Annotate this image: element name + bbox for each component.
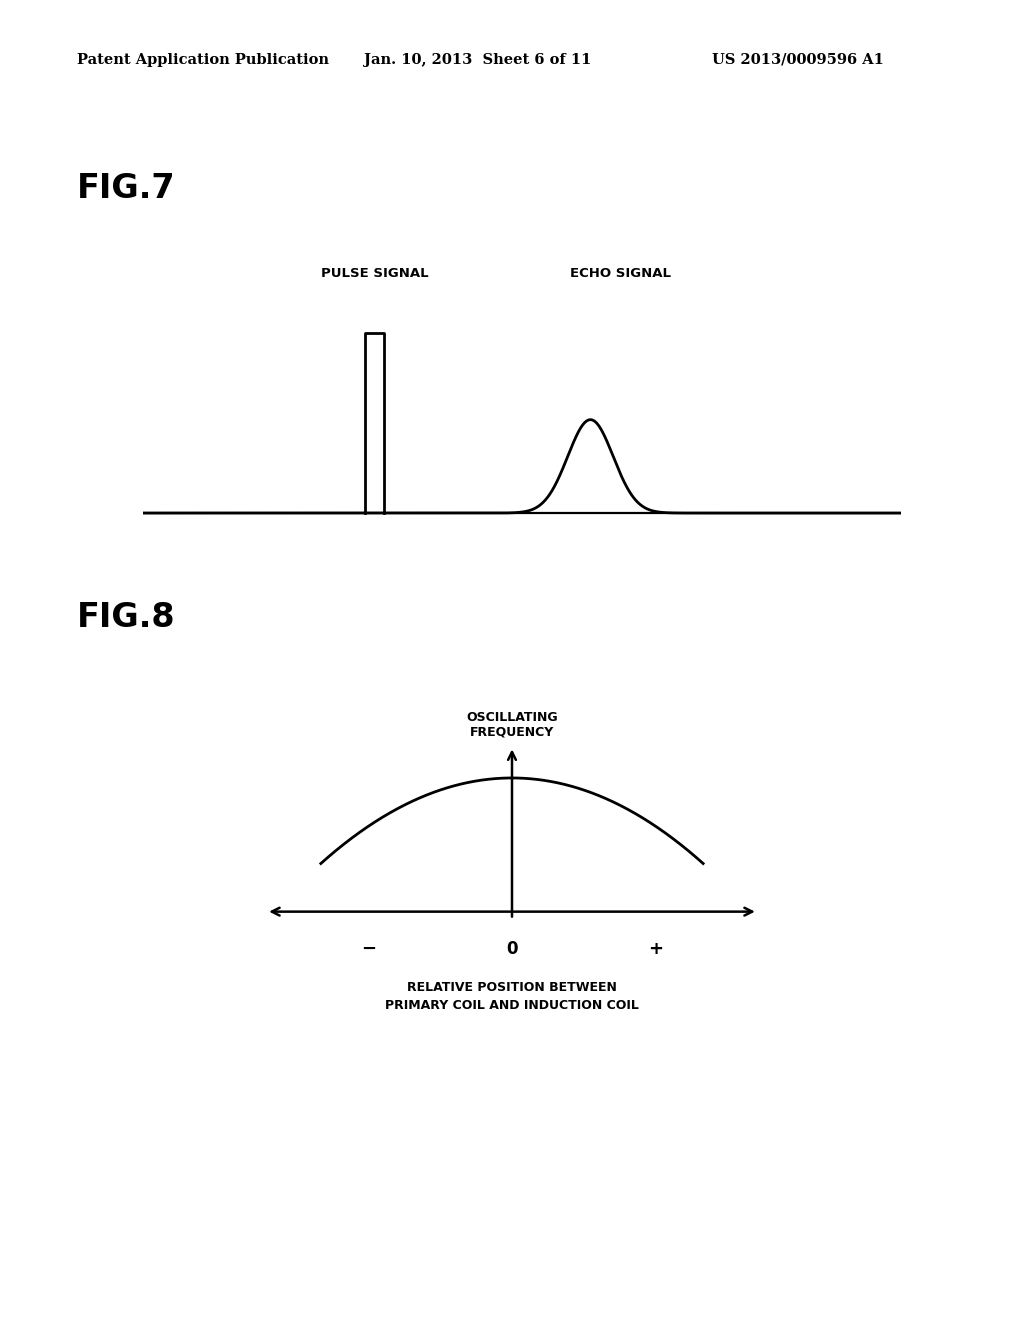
Text: RELATIVE POSITION BETWEEN
PRIMARY COIL AND INDUCTION COIL: RELATIVE POSITION BETWEEN PRIMARY COIL A… [385, 981, 639, 1012]
Text: Patent Application Publication: Patent Application Publication [77, 53, 329, 67]
Text: Jan. 10, 2013  Sheet 6 of 11: Jan. 10, 2013 Sheet 6 of 11 [364, 53, 591, 67]
Text: ECHO SIGNAL: ECHO SIGNAL [570, 267, 672, 280]
Text: −: − [361, 940, 376, 958]
Text: FIG.7: FIG.7 [77, 172, 175, 205]
Text: 0: 0 [506, 940, 518, 958]
Text: OSCILLATING
FREQUENCY: OSCILLATING FREQUENCY [466, 710, 558, 739]
Text: +: + [648, 940, 663, 958]
Text: US 2013/0009596 A1: US 2013/0009596 A1 [712, 53, 884, 67]
Text: PULSE SIGNAL: PULSE SIGNAL [321, 267, 428, 280]
Text: FIG.8: FIG.8 [77, 601, 175, 634]
